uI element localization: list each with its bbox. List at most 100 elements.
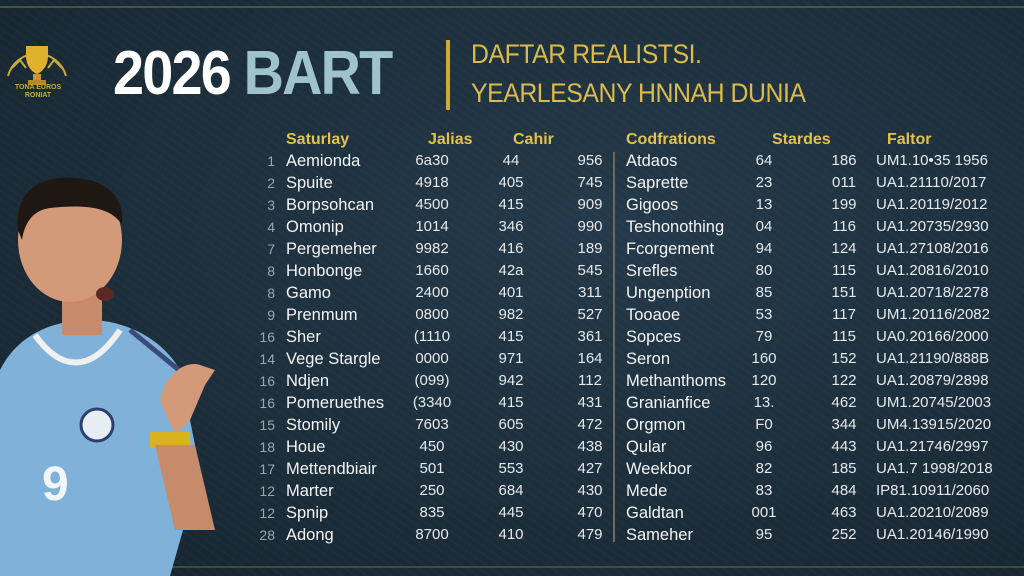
row-value-2: 462	[831, 394, 857, 411]
row-value-2: 405	[498, 174, 524, 191]
row-value-1: 96	[755, 438, 773, 455]
row-value-2: 415	[498, 394, 524, 411]
row-value-2: 445	[498, 504, 524, 521]
row-rank: 4	[267, 219, 275, 235]
row-value-1: 450	[419, 438, 445, 455]
row-rank: 8	[267, 263, 275, 279]
trophy-logo-icon	[7, 46, 67, 85]
right-column-header: Stardes	[772, 131, 831, 148]
row-value-3: 545	[577, 262, 603, 279]
row-value-3: 956	[577, 152, 603, 169]
row-value-2: 185	[831, 460, 857, 477]
row-value-2: 553	[498, 460, 524, 477]
row-rank: 1	[267, 153, 275, 169]
row-value-1: 2400	[415, 284, 449, 301]
row-value-2: 152	[831, 350, 857, 367]
row-value-2: 115	[832, 328, 856, 345]
row-value-1: 64	[755, 152, 773, 169]
row-name: Marter	[286, 482, 334, 500]
row-name: Vege Stargle	[286, 350, 381, 368]
left-column-header: Cahir	[513, 131, 554, 148]
row-value-2: 117	[832, 306, 856, 323]
row-name: Mede	[626, 482, 668, 500]
row-value-3: UA1.7 1998/2018	[876, 460, 993, 477]
row-value-1: 82	[755, 460, 773, 477]
row-value-3: 990	[577, 218, 603, 235]
row-name: Prenmum	[286, 306, 358, 324]
row-value-2: 151	[831, 284, 857, 301]
right-column-header: Faltor	[887, 131, 932, 148]
row-name: Ungenption	[626, 284, 711, 302]
row-value-1: 001	[751, 504, 777, 521]
row-value-2: 116	[832, 218, 856, 235]
row-rank: 17	[259, 461, 275, 477]
row-name: Aemionda	[286, 152, 361, 170]
row-name: Houe	[286, 438, 326, 456]
row-value-2: 684	[498, 482, 524, 499]
right-column-header: Codfrations	[626, 131, 716, 148]
row-value-3: 745	[577, 174, 603, 191]
row-name: Pergemeher	[286, 240, 377, 258]
row-value-3: 438	[577, 438, 603, 455]
row-value-2: 115	[832, 262, 856, 279]
row-value-3: UA1.27108/2016	[876, 240, 989, 257]
row-name: Weekbor	[626, 460, 692, 478]
row-value-1: 835	[419, 504, 445, 521]
row-name: Atdaos	[626, 152, 678, 170]
row-value-3: 479	[577, 526, 603, 543]
row-value-2: 122	[831, 372, 857, 389]
row-name: Saprette	[626, 174, 689, 192]
row-value-1: 83	[755, 482, 773, 499]
row-name: Teshonothing	[626, 218, 725, 236]
row-value-3: IP81.10911/2060	[876, 482, 990, 499]
row-name: Gigoos	[626, 196, 679, 214]
logo-text: TONA EUROS RONIAT	[0, 84, 76, 100]
subtitle-line1: DAFTAR REALISTSI.	[471, 39, 702, 69]
title-word: BART	[243, 39, 394, 108]
row-value-1: 23	[755, 174, 773, 191]
row-value-1: 501	[419, 460, 445, 477]
row-value-2: 344	[831, 416, 857, 433]
row-value-2: 44	[502, 152, 520, 169]
row-name: Sher	[286, 328, 321, 346]
row-name: Galdtan	[626, 504, 684, 522]
row-value-2: 011	[832, 174, 856, 191]
row-value-1: 9982	[415, 240, 449, 257]
row-value-2: 463	[831, 504, 857, 521]
row-name: Mettendbiair	[286, 460, 377, 478]
row-value-3: 361	[577, 328, 603, 345]
row-value-3: 427	[577, 460, 603, 477]
row-name: Borpsohcan	[286, 196, 375, 214]
row-rank: 18	[259, 439, 275, 455]
row-name: Orgmon	[626, 416, 686, 434]
row-value-1: 160	[751, 350, 777, 367]
row-value-3: 189	[577, 240, 603, 257]
row-rank: 2	[267, 175, 275, 191]
row-value-1: 6a30	[415, 152, 449, 169]
row-name: Fcorgement	[626, 240, 715, 258]
row-value-1: 94	[755, 240, 773, 257]
row-value-3: UM1.10•35 1956	[876, 152, 988, 169]
row-value-3: 431	[577, 394, 603, 411]
row-rank: 16	[259, 395, 275, 411]
row-rank: 8	[267, 285, 275, 301]
row-value-3: UM4.13915/2020	[876, 416, 992, 433]
row-name: Stomily	[286, 416, 341, 434]
row-name: Sameher	[626, 526, 693, 544]
row-name: Seron	[626, 350, 671, 368]
row-value-3: 112	[578, 372, 602, 389]
row-value-3: 430	[577, 482, 603, 499]
row-value-1: 13	[755, 196, 773, 213]
row-value-1: 4500	[415, 196, 449, 213]
row-value-3: UA0.20166/2000	[876, 328, 989, 345]
row-value-2: 430	[498, 438, 524, 455]
row-value-1: (3340	[412, 394, 452, 411]
row-name: Spuite	[286, 174, 333, 192]
row-value-3: UA1.20718/2278	[876, 284, 989, 301]
row-value-3: UA1.20210/2089	[876, 504, 989, 521]
row-name: Methanthoms	[626, 372, 726, 390]
top-border	[0, 6, 1024, 8]
row-name: Omonip	[286, 218, 344, 236]
row-rank: 9	[267, 307, 275, 323]
subtitle-line2: YEARLESANY HNNAH DUNIA	[471, 78, 806, 108]
